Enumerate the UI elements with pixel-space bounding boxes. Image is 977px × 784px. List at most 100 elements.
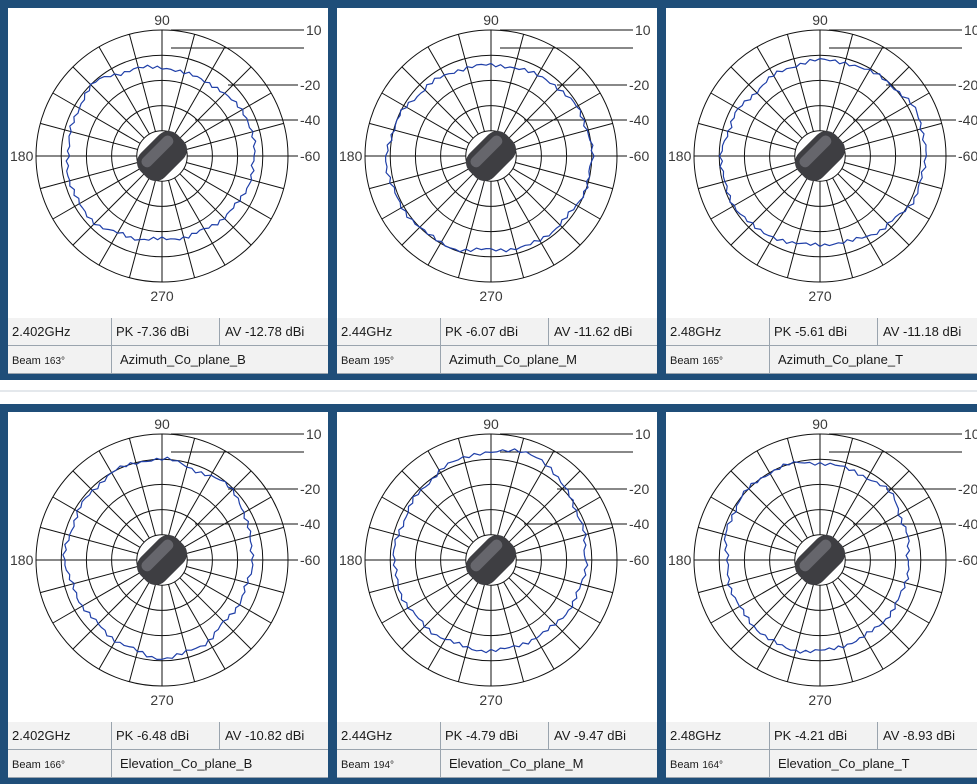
radial-scale-label: 10 bbox=[635, 426, 651, 442]
beam-label: Beam bbox=[341, 759, 370, 771]
grid-spoke bbox=[730, 66, 803, 139]
grid-spoke bbox=[179, 577, 252, 650]
radial-scale-label: -40 bbox=[300, 112, 320, 128]
grid-spoke bbox=[512, 168, 601, 220]
pattern-trace bbox=[65, 64, 257, 241]
radial-scale-label: -60 bbox=[300, 552, 320, 568]
frequency-cell: 2.402GHz bbox=[8, 318, 112, 346]
grid-spoke bbox=[698, 122, 796, 150]
grid-spoke bbox=[832, 177, 884, 266]
polar-panel-3: 10 -20 -40 -60 90 180 270 2.48GHz PK -5.61 dBi… bbox=[666, 8, 977, 374]
beam-cell: Beam 194° bbox=[337, 750, 441, 778]
polar-plot: 10 -20 -40 -60 90 180 270 bbox=[339, 416, 651, 708]
grid-spoke bbox=[174, 46, 226, 135]
grid-spoke bbox=[168, 180, 196, 278]
polar-panel-6: 10 -20 -40 -60 90 180 270 2.48GHz PK -4.21 dBi… bbox=[666, 412, 977, 778]
beam-value: 164° bbox=[702, 760, 724, 771]
frequency-cell: 2.402GHz bbox=[8, 722, 112, 750]
grid-spoke bbox=[174, 450, 226, 539]
radial-scale-label: -60 bbox=[629, 148, 649, 164]
grid-spoke bbox=[841, 168, 930, 220]
grid-spoke bbox=[401, 173, 474, 246]
grid-spoke bbox=[381, 496, 470, 548]
grid-spoke bbox=[698, 162, 796, 190]
grid-spoke bbox=[168, 438, 196, 536]
grid-spoke bbox=[183, 92, 272, 144]
pattern-trace bbox=[62, 456, 255, 660]
radial-scale-label: -60 bbox=[958, 552, 977, 568]
measurement-table: 2.44GHz PK -6.07 dBi AV -11.62 dBi Beam … bbox=[337, 318, 657, 374]
grid-spoke bbox=[52, 572, 141, 624]
beam-cell: Beam 195° bbox=[337, 346, 441, 374]
pattern-trace bbox=[718, 57, 927, 248]
grid-spoke bbox=[174, 177, 226, 266]
grid-spoke bbox=[40, 162, 138, 190]
peak-gain-cell: PK -7.36 dBi bbox=[112, 318, 220, 346]
grid-spoke bbox=[98, 46, 150, 135]
grid-spoke bbox=[128, 180, 156, 278]
grid-spoke bbox=[503, 46, 555, 135]
radial-scale-label: -20 bbox=[958, 481, 977, 497]
angle-label-270: 270 bbox=[808, 692, 832, 708]
grid-spoke bbox=[841, 572, 930, 624]
grid-spoke bbox=[756, 450, 808, 539]
angle-label-90: 90 bbox=[154, 416, 170, 432]
grid-spoke bbox=[72, 66, 145, 139]
grid-spoke bbox=[457, 34, 485, 132]
grid-spoke bbox=[515, 122, 613, 150]
grid-spoke bbox=[497, 584, 525, 682]
plane-cell: Azimuth_Co_plane_B bbox=[112, 346, 328, 374]
grid-spoke bbox=[427, 177, 479, 266]
grid-spoke bbox=[832, 581, 884, 670]
radial-scale-label: 10 bbox=[964, 22, 977, 38]
beam-cell: Beam 163° bbox=[8, 346, 112, 374]
peak-gain-cell: PK -5.61 dBi bbox=[770, 318, 878, 346]
grid-spoke bbox=[698, 526, 796, 554]
angle-label-90: 90 bbox=[812, 12, 828, 28]
frequency-cell: 2.44GHz bbox=[337, 722, 441, 750]
radial-scale-label: 10 bbox=[635, 22, 651, 38]
radial-scale-label: -20 bbox=[300, 481, 320, 497]
radial-scale-label: -20 bbox=[300, 77, 320, 93]
radial-scale-label: -60 bbox=[629, 552, 649, 568]
angle-label-270: 270 bbox=[150, 692, 174, 708]
grid-spoke bbox=[186, 566, 284, 594]
frequency-cell: 2.44GHz bbox=[337, 318, 441, 346]
angle-label-180: 180 bbox=[339, 148, 363, 164]
beam-label: Beam bbox=[12, 355, 41, 367]
grid-spoke bbox=[756, 177, 808, 266]
grid-spoke bbox=[786, 180, 814, 278]
grid-spoke bbox=[844, 122, 942, 150]
grid-spoke bbox=[401, 66, 474, 139]
grid-spoke bbox=[497, 180, 525, 278]
grid-spoke bbox=[369, 122, 467, 150]
grid-spoke bbox=[98, 177, 150, 266]
polar-plot: 10 -20 -40 -60 90 180 270 bbox=[668, 416, 977, 708]
device-icon bbox=[136, 534, 188, 586]
grid-spoke bbox=[508, 470, 581, 543]
angle-label-180: 180 bbox=[10, 552, 34, 568]
grid-spoke bbox=[786, 34, 814, 132]
grid-spoke bbox=[837, 66, 910, 139]
device-icon bbox=[794, 130, 846, 182]
grid-spoke bbox=[515, 162, 613, 190]
grid-spoke bbox=[826, 180, 854, 278]
grid-spoke bbox=[710, 572, 799, 624]
beam-cell: Beam 164° bbox=[666, 750, 770, 778]
grid-spoke bbox=[72, 173, 145, 246]
average-gain-cell: AV -11.18 dBi bbox=[878, 318, 977, 346]
grid-spoke bbox=[710, 92, 799, 144]
beam-label: Beam bbox=[670, 759, 699, 771]
average-gain-cell: AV -9.47 dBi bbox=[549, 722, 657, 750]
polar-panel-1: 10 -20 -40 -60 90 180 270 2.402GHz PK -7.36 dB… bbox=[8, 8, 328, 374]
grid-spoke bbox=[844, 162, 942, 190]
angle-label-180: 180 bbox=[668, 552, 692, 568]
grid-spoke bbox=[427, 450, 479, 539]
grid-spoke bbox=[179, 66, 252, 139]
angle-label-90: 90 bbox=[483, 416, 499, 432]
beam-value: 163° bbox=[44, 356, 66, 367]
plane-cell: Azimuth_Co_plane_M bbox=[441, 346, 657, 374]
radial-scale-label: -20 bbox=[958, 77, 977, 93]
pattern-trace bbox=[392, 448, 589, 654]
beam-label: Beam bbox=[670, 355, 699, 367]
